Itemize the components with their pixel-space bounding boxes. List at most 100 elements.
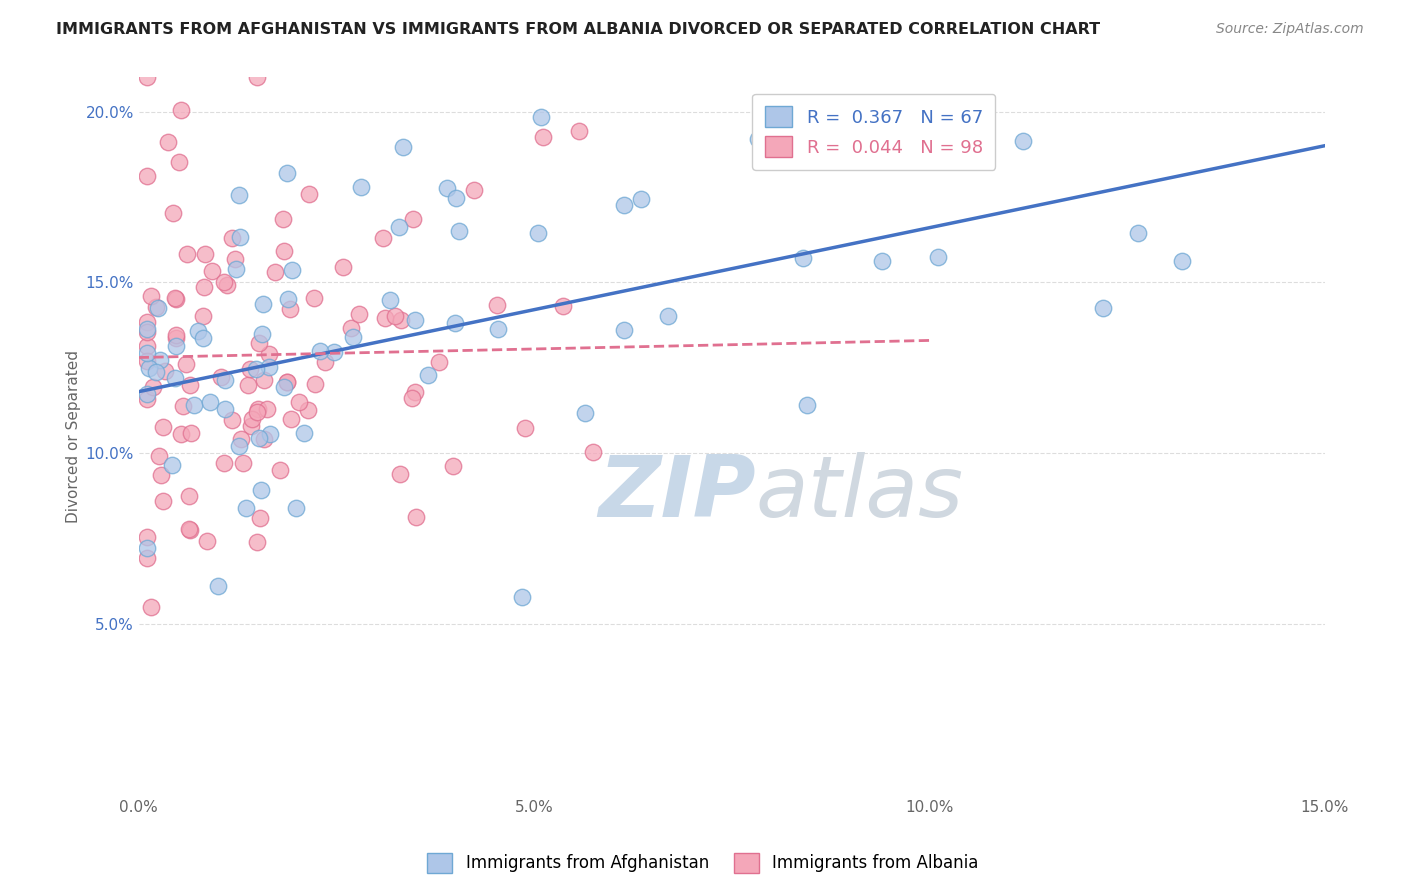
Point [135, 325, 157, 339]
Point [214, 373, 236, 387]
Point [574, 406, 596, 420]
Point [157, 135, 180, 149]
Point [373, 231, 395, 245]
Point [613, 198, 636, 212]
Point [269, 463, 291, 477]
Point [135, 321, 157, 335]
Point [165, 339, 187, 353]
Point [135, 339, 157, 353]
Point [193, 280, 215, 294]
Point [152, 494, 174, 508]
Point [212, 456, 235, 470]
Point [350, 179, 373, 194]
Point [657, 309, 679, 323]
Point [249, 483, 271, 498]
Point [138, 361, 160, 376]
Point [530, 110, 553, 124]
Point [246, 404, 269, 418]
Point [280, 263, 302, 277]
Point [405, 510, 427, 524]
Point [276, 166, 298, 180]
Point [162, 458, 184, 472]
Point [174, 357, 197, 371]
Point [207, 579, 229, 593]
Point [135, 530, 157, 544]
Point [194, 247, 217, 261]
Point [259, 359, 281, 374]
Point [444, 316, 467, 330]
Point [1091, 301, 1114, 315]
Point [141, 599, 163, 614]
Point [796, 398, 818, 412]
Point [273, 380, 295, 394]
Point [402, 212, 425, 227]
Point [135, 70, 157, 85]
Point [285, 500, 308, 515]
Point [551, 299, 574, 313]
Legend: Immigrants from Afghanistan, Immigrants from Albania: Immigrants from Afghanistan, Immigrants … [420, 847, 986, 880]
Point [273, 244, 295, 258]
Point [404, 384, 426, 399]
Point [245, 362, 267, 376]
Point [287, 395, 309, 409]
Point [169, 103, 191, 117]
Point [228, 187, 250, 202]
Point [276, 376, 298, 390]
Point [225, 262, 247, 277]
Point [259, 427, 281, 442]
Point [209, 370, 232, 384]
Point [135, 387, 157, 401]
Point [380, 293, 402, 308]
Point [249, 336, 271, 351]
Point [221, 413, 243, 427]
Point [135, 346, 157, 360]
Point [389, 313, 412, 327]
Point [240, 412, 263, 426]
Point [340, 320, 363, 334]
Point [167, 154, 190, 169]
Point [304, 377, 326, 392]
Point [236, 378, 259, 392]
Point [263, 265, 285, 279]
Point [1012, 134, 1035, 148]
Point [277, 293, 299, 307]
Point [347, 307, 370, 321]
Point [271, 211, 294, 226]
Point [165, 327, 187, 342]
Point [314, 354, 336, 368]
Point [527, 226, 550, 240]
Point [389, 467, 412, 482]
Point [145, 365, 167, 379]
Point [165, 293, 187, 307]
Point [179, 377, 201, 392]
Point [148, 449, 170, 463]
Point [191, 310, 214, 324]
Point [180, 425, 202, 440]
Point [198, 394, 221, 409]
Point [257, 347, 280, 361]
Point [135, 392, 157, 406]
Point [247, 431, 270, 445]
Point [444, 191, 467, 205]
Point [135, 169, 157, 184]
Point [141, 289, 163, 303]
Point [510, 590, 533, 604]
Point [165, 291, 187, 305]
Point [391, 140, 413, 154]
Point [612, 323, 634, 337]
Point [485, 298, 508, 312]
Point [531, 130, 554, 145]
Point [388, 219, 411, 234]
Point [249, 511, 271, 525]
Point [162, 206, 184, 220]
Point [309, 344, 332, 359]
Point [176, 247, 198, 261]
Point [582, 445, 605, 459]
Point [191, 331, 214, 345]
Point [245, 70, 267, 85]
Text: IMMIGRANTS FROM AFGHANISTAN VS IMMIGRANTS FROM ALBANIA DIVORCED OR SEPARATED COR: IMMIGRANTS FROM AFGHANISTAN VS IMMIGRANT… [56, 22, 1101, 37]
Point [253, 433, 276, 447]
Point [256, 401, 278, 416]
Point [747, 132, 769, 146]
Point [276, 376, 298, 390]
